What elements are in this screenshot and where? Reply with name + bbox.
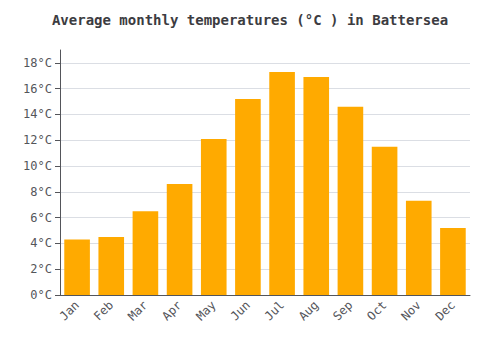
svg-text:Average monthly temperatures (: Average monthly temperatures (°C ) in Ba… <box>52 12 448 28</box>
svg-text:14°C: 14°C <box>23 107 52 121</box>
svg-text:8°C: 8°C <box>30 185 52 199</box>
svg-text:Jun: Jun <box>228 298 253 323</box>
svg-text:Aug: Aug <box>296 298 321 323</box>
svg-text:Nov: Nov <box>398 298 423 323</box>
svg-text:Sep: Sep <box>330 298 355 323</box>
svg-text:Mar: Mar <box>125 298 150 323</box>
svg-text:Feb: Feb <box>91 298 116 323</box>
svg-text:Apr: Apr <box>159 298 184 323</box>
svg-text:Jan: Jan <box>57 298 82 323</box>
svg-text:2°C: 2°C <box>30 262 52 276</box>
svg-text:Oct: Oct <box>364 298 389 323</box>
svg-text:Dec: Dec <box>433 298 458 323</box>
svg-text:4°C: 4°C <box>30 236 52 250</box>
svg-text:16°C: 16°C <box>23 82 52 96</box>
svg-text:0°C: 0°C <box>30 288 52 302</box>
svg-text:12°C: 12°C <box>23 133 52 147</box>
svg-text:Jul: Jul <box>262 298 287 323</box>
svg-text:18°C: 18°C <box>23 56 52 70</box>
svg-text:6°C: 6°C <box>30 211 52 225</box>
svg-text:10°C: 10°C <box>23 159 52 173</box>
svg-text:May: May <box>193 298 218 323</box>
